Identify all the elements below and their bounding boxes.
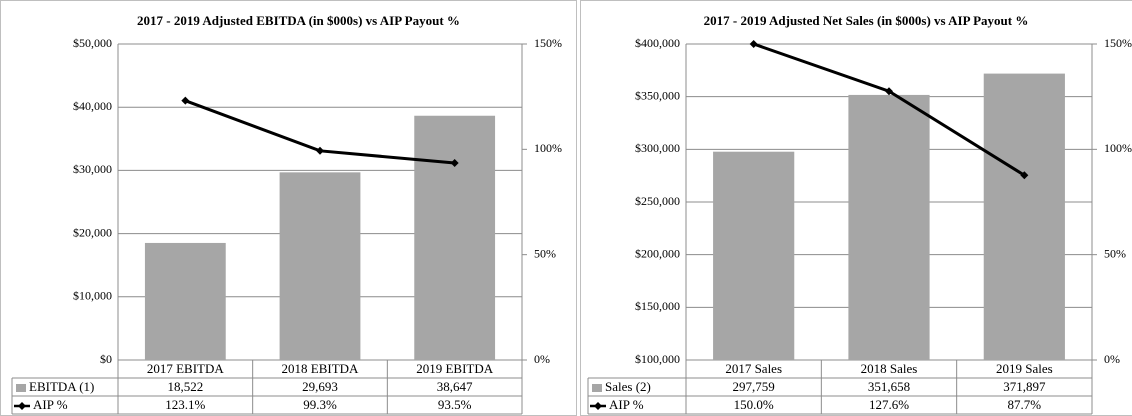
y2-tick-label: 150% <box>1104 36 1132 50</box>
bar <box>414 115 496 360</box>
y-tick-label: $50,000 <box>73 36 112 50</box>
y2-tick-label: 0% <box>1104 352 1120 366</box>
y-tick-label: $150,000 <box>635 299 680 313</box>
x-tick-label: 2019 EBITDA <box>416 361 494 376</box>
line-marker <box>181 96 190 105</box>
y2-tick-label: 50% <box>1104 246 1126 260</box>
y-tick-label: $100,000 <box>635 352 680 366</box>
x-tick-label: 2018 Sales <box>861 361 918 376</box>
bar <box>848 94 930 361</box>
y-tick-label: $20,000 <box>73 225 112 239</box>
data-label: 371,897 <box>1003 379 1046 394</box>
legend-label: AIP % <box>609 397 644 412</box>
y2-tick-label: 100% <box>534 141 562 155</box>
data-label: 87.7% <box>1008 397 1042 412</box>
line-marker <box>1020 171 1029 180</box>
legend-label: Sales (2) <box>605 379 651 394</box>
data-label: 297,759 <box>733 379 775 394</box>
chart-title: 2017 - 2019 Adjusted EBITDA (in $000s) v… <box>137 13 460 28</box>
y-tick-label: $30,000 <box>73 162 112 176</box>
y-tick-label: $250,000 <box>635 194 680 208</box>
data-label: 123.1% <box>165 397 205 412</box>
y2-tick-label: 0% <box>534 352 550 366</box>
y-tick-label: $300,000 <box>635 141 680 155</box>
y-tick-label: $200,000 <box>635 246 680 260</box>
bar <box>713 151 795 360</box>
x-tick-label: 2019 Sales <box>996 361 1053 376</box>
data-label: 150.0% <box>734 397 774 412</box>
x-tick-label: 2017 Sales <box>725 361 782 376</box>
data-label: 99.3% <box>303 397 337 412</box>
y2-tick-label: 50% <box>534 246 556 260</box>
y2-tick-label: 100% <box>1104 141 1132 155</box>
y-tick-label: $400,000 <box>635 36 680 50</box>
bar <box>983 73 1065 360</box>
y-tick-label: $350,000 <box>635 88 680 102</box>
y-tick-label: $10,000 <box>73 289 112 303</box>
line-marker <box>316 146 324 155</box>
y2-tick-label: 150% <box>534 36 562 50</box>
data-label: 127.6% <box>869 397 909 412</box>
data-label: 18,522 <box>167 379 203 394</box>
data-label: 29,693 <box>302 379 338 394</box>
legend-marker <box>18 402 26 410</box>
chart-title: 2017 - 2019 Adjusted Net Sales (in $000s… <box>704 13 1029 28</box>
legend-marker <box>594 402 602 410</box>
legend-swatch <box>16 384 26 392</box>
legend-label: AIP % <box>33 397 68 412</box>
y-tick-label: $0 <box>100 352 112 366</box>
line-marker <box>885 87 893 96</box>
data-label: 93.5% <box>438 397 472 412</box>
data-label: 351,658 <box>868 379 910 394</box>
bar <box>279 172 361 360</box>
data-label: 38,647 <box>437 379 473 394</box>
legend-swatch <box>592 384 602 392</box>
line-marker <box>450 159 459 168</box>
y-tick-label: $40,000 <box>73 99 112 113</box>
legend-label: EBITDA (1) <box>29 379 94 394</box>
bar <box>144 242 226 360</box>
x-tick-label: 2017 EBITDA <box>147 361 225 376</box>
x-tick-label: 2018 EBITDA <box>282 361 360 376</box>
line-marker <box>749 40 758 48</box>
